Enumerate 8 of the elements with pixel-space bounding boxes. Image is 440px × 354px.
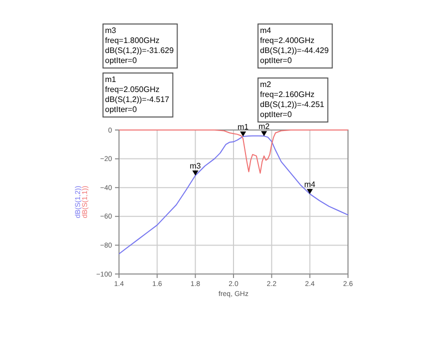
text: m3 freq=1.800GHz dB(S(1,2))=-31.629 optIter=0 [105, 26, 174, 65]
text: m1 freq=2.050GHz dB(S(1,2))=-4.517 optIter=0 [105, 75, 170, 114]
annotation: m2 [258, 122, 270, 132]
text: m4 freq=2.400GHz dB(S(1,2))=-44.429 optIter=0 [260, 26, 330, 65]
line-series [118, 130, 348, 174]
annotation: m1 [237, 122, 250, 132]
annotation: m3 [190, 162, 202, 171]
annotation: m4 [304, 180, 316, 189]
